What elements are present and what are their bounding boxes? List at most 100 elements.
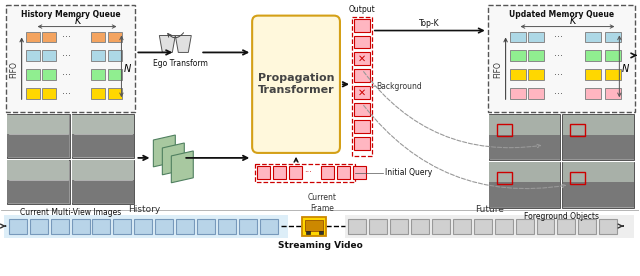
Text: ✕: ✕	[358, 88, 366, 98]
Bar	[354, 137, 370, 150]
Bar	[4, 215, 288, 238]
Text: Background: Background	[376, 82, 422, 91]
Bar	[452, 219, 470, 233]
Bar	[354, 52, 370, 65]
Bar	[26, 51, 40, 61]
Bar	[411, 219, 429, 233]
Bar	[605, 88, 621, 99]
Bar	[72, 160, 134, 204]
Bar	[7, 160, 69, 180]
Bar	[239, 219, 257, 233]
Bar	[557, 219, 575, 233]
Bar	[563, 182, 634, 207]
Bar	[527, 88, 543, 99]
Text: ✕: ✕	[358, 54, 366, 64]
Bar	[509, 51, 525, 61]
Bar	[113, 219, 131, 233]
Bar	[509, 31, 525, 43]
Text: Output: Output	[349, 5, 375, 14]
Bar	[337, 166, 350, 179]
Bar	[26, 69, 40, 80]
Bar	[509, 88, 525, 99]
Text: Updated Memory Queue: Updated Memory Queue	[509, 10, 614, 19]
Polygon shape	[163, 143, 184, 175]
Bar	[176, 219, 195, 233]
Bar	[527, 31, 543, 43]
Text: Current Multi-View Images: Current Multi-View Images	[20, 208, 121, 217]
Text: N: N	[124, 64, 131, 74]
Bar	[353, 166, 366, 179]
Bar	[108, 88, 122, 99]
Text: ···: ···	[62, 89, 71, 99]
Bar	[26, 31, 40, 43]
Bar	[563, 115, 634, 135]
Bar	[586, 51, 602, 61]
Bar	[7, 115, 69, 134]
Text: Ego Transform: Ego Transform	[153, 59, 208, 68]
Text: Propagation
Transformer: Propagation Transformer	[258, 73, 334, 95]
Bar	[497, 172, 511, 184]
Bar	[72, 114, 134, 158]
Bar	[516, 219, 534, 233]
Bar	[563, 114, 634, 160]
Text: History: History	[128, 205, 161, 214]
Bar	[319, 230, 323, 233]
Bar	[72, 219, 90, 233]
Bar	[354, 69, 370, 82]
Bar	[586, 69, 602, 80]
Bar	[563, 162, 634, 208]
Bar	[354, 36, 370, 49]
Bar	[497, 124, 511, 136]
Bar	[563, 135, 634, 160]
Bar	[306, 230, 310, 233]
Bar	[354, 86, 370, 99]
Bar	[489, 115, 560, 135]
Bar	[72, 115, 134, 134]
Polygon shape	[159, 36, 175, 52]
Bar	[108, 69, 122, 80]
Bar	[92, 51, 106, 61]
Bar	[255, 164, 355, 182]
Bar	[352, 17, 372, 156]
Text: FIFO: FIFO	[9, 61, 18, 78]
Bar	[586, 31, 602, 43]
Text: N: N	[621, 64, 629, 74]
Bar	[345, 215, 634, 238]
Bar	[6, 5, 136, 112]
Bar	[51, 219, 68, 233]
Bar	[26, 88, 40, 99]
Bar	[7, 134, 69, 157]
Text: FIFO: FIFO	[493, 61, 502, 78]
Polygon shape	[175, 36, 191, 52]
Bar	[527, 69, 543, 80]
Bar	[495, 219, 513, 233]
Bar	[605, 31, 621, 43]
Bar	[42, 51, 56, 61]
Text: Future: Future	[475, 205, 504, 214]
Polygon shape	[172, 151, 193, 183]
Text: ···: ···	[62, 70, 71, 80]
Text: Current
Frame: Current Frame	[307, 193, 337, 213]
Bar	[7, 180, 69, 203]
Text: Streaming Video: Streaming Video	[278, 242, 362, 251]
Bar	[197, 219, 215, 233]
Text: History Memory Queue: History Memory Queue	[20, 10, 120, 19]
Bar	[260, 219, 278, 233]
Bar	[563, 162, 634, 183]
Bar	[488, 5, 636, 112]
Bar	[600, 219, 618, 233]
Bar	[42, 69, 56, 80]
Bar	[42, 88, 56, 99]
Bar	[570, 172, 586, 184]
Bar	[369, 219, 387, 233]
Bar	[72, 160, 134, 180]
Polygon shape	[154, 135, 175, 167]
Bar	[488, 114, 561, 160]
Text: ···: ···	[62, 51, 71, 61]
FancyBboxPatch shape	[252, 16, 340, 153]
Bar	[92, 88, 106, 99]
Bar	[354, 18, 370, 31]
Text: ···: ···	[554, 51, 563, 61]
Bar	[9, 219, 27, 233]
Text: ···: ···	[304, 168, 312, 177]
